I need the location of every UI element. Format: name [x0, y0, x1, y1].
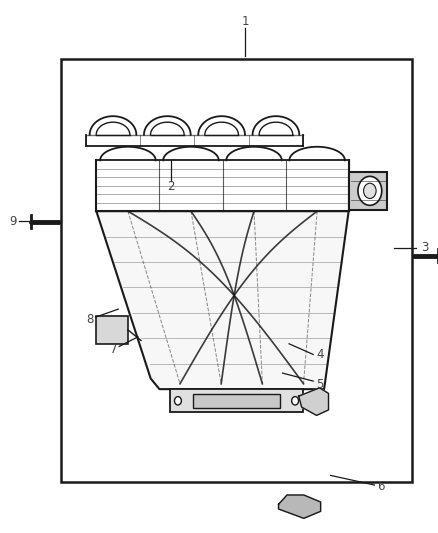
Polygon shape	[96, 211, 349, 389]
Circle shape	[292, 397, 299, 405]
Circle shape	[174, 397, 181, 405]
Bar	[193, 394, 280, 408]
Circle shape	[364, 183, 376, 198]
Text: 8: 8	[86, 313, 93, 326]
Text: 6: 6	[377, 480, 385, 492]
Polygon shape	[279, 495, 321, 518]
Bar	[96, 316, 128, 344]
Text: 2: 2	[167, 180, 175, 193]
Text: 3: 3	[421, 241, 428, 254]
Polygon shape	[299, 388, 328, 415]
Circle shape	[358, 176, 382, 205]
Text: 7: 7	[110, 343, 118, 356]
Bar	[349, 172, 387, 210]
Text: 5: 5	[316, 378, 323, 391]
Text: 4: 4	[316, 348, 324, 361]
Bar	[61, 59, 412, 482]
Text: 1: 1	[241, 15, 249, 28]
Bar	[170, 389, 303, 413]
Text: 9: 9	[9, 215, 17, 228]
